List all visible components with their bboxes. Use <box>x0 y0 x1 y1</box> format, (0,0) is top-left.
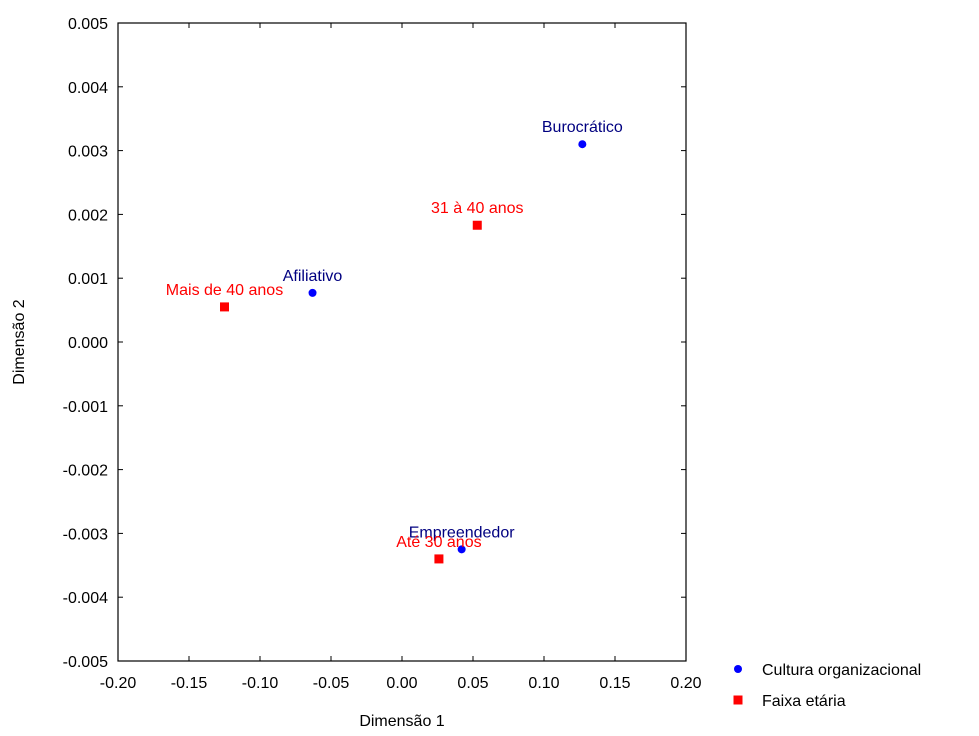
y-axis-title: Dimensão 2 <box>11 299 28 384</box>
legend: Cultura organizacional Faixa etária <box>733 662 921 710</box>
y-tick-label: -0.002 <box>63 463 108 480</box>
y-tick-label: 0.001 <box>68 271 108 288</box>
x-tick-label: -0.10 <box>242 675 279 692</box>
x-tick-label: -0.15 <box>171 675 208 692</box>
y-tick-label: 0.004 <box>68 80 108 97</box>
x-tick-label: 0.15 <box>599 675 630 692</box>
x-tick-label: 0.20 <box>670 675 701 692</box>
point-circle <box>457 545 466 554</box>
y-tick-label: -0.001 <box>63 399 108 416</box>
x-tick-label: -0.20 <box>100 675 137 692</box>
point-circle <box>578 140 587 149</box>
point-label: 31 à 40 anos <box>431 200 524 217</box>
point-label: Afiliativo <box>283 268 343 285</box>
x-tick-label: -0.05 <box>313 675 350 692</box>
point-label: Mais de 40 anos <box>166 282 283 299</box>
data-labels: Burocrático Afiliativo Empreendedor 31 à 40… <box>166 119 623 551</box>
point-label: Burocrático <box>542 119 623 136</box>
point-square <box>220 302 229 312</box>
point-square <box>472 220 482 230</box>
y-tick-label: 0.002 <box>68 207 108 224</box>
legend-marker-square <box>733 695 743 705</box>
point-label: Até 30 anos <box>396 534 481 551</box>
legend-label: Faixa etária <box>762 693 846 710</box>
y-tick-label: 0.003 <box>68 144 108 161</box>
point-circle <box>308 288 317 297</box>
x-tick-label: 0.10 <box>528 675 559 692</box>
y-tick-label: -0.003 <box>63 526 108 543</box>
y-tick-labels: 0.005 0.004 0.003 0.002 0.001 0.000 -0.001 -0.0… <box>63 16 108 671</box>
x-tick-label: 0.05 <box>457 675 488 692</box>
x-tick-labels: -0.20 -0.15 -0.10 -0.05 0.00 0.05 0.10 0.15 0.20 <box>100 675 702 692</box>
y-tick-label: -0.005 <box>63 654 108 671</box>
x-axis-title: Dimensão 1 <box>359 713 444 730</box>
point-label: Empreendedor <box>409 524 516 541</box>
y-tick-label: 0.000 <box>68 335 108 352</box>
x-tick-label: 0.00 <box>386 675 417 692</box>
data-points <box>220 140 587 564</box>
legend-marker-circle <box>734 665 742 673</box>
legend-label: Cultura organizacional <box>762 662 921 679</box>
point-square <box>434 554 444 564</box>
axis-ticks <box>117 22 687 662</box>
y-tick-label: -0.004 <box>63 590 108 607</box>
y-tick-label: 0.005 <box>68 16 108 33</box>
